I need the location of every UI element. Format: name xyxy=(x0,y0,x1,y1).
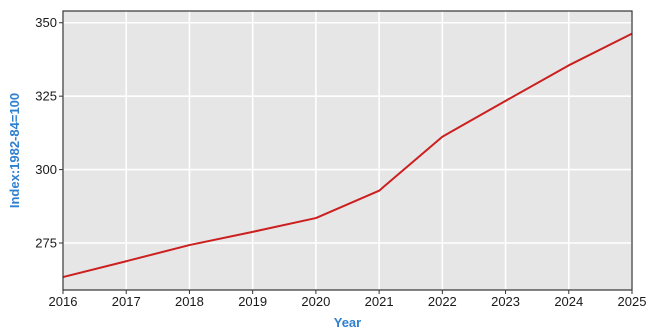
y-tick-label: 350 xyxy=(35,15,57,30)
grid xyxy=(62,11,633,290)
y-tick-label: 325 xyxy=(35,89,57,104)
x-tick-label: 2017 xyxy=(112,294,141,309)
x-axis-title: Year xyxy=(334,315,361,330)
plot-frame xyxy=(62,10,633,291)
x-tick-label: 2021 xyxy=(365,294,394,309)
x-tick-label: 2024 xyxy=(554,294,583,309)
series-line xyxy=(62,32,633,279)
series-layer xyxy=(62,32,633,279)
x-axis-ticks: 2016 2017 2018 2019 2020 2021 2022 2023 2024 2025 xyxy=(49,290,647,309)
axes xyxy=(62,10,633,291)
x-tick-label: 2019 xyxy=(238,294,267,309)
x-tick-label: 2018 xyxy=(175,294,204,309)
y-axis-title: Index:1982-84=100 xyxy=(7,93,22,208)
y-axis-ticks: 275 300 325 350 xyxy=(35,15,63,251)
plot-area xyxy=(63,11,632,290)
x-tick-label: 2016 xyxy=(49,294,78,309)
x-tick-label: 2023 xyxy=(491,294,520,309)
x-tick-label: 2022 xyxy=(428,294,457,309)
x-tick-label: 2020 xyxy=(301,294,330,309)
y-tick-label: 275 xyxy=(35,236,57,251)
x-tick-label: 2025 xyxy=(618,294,647,309)
y-tick-label: 300 xyxy=(35,162,57,177)
